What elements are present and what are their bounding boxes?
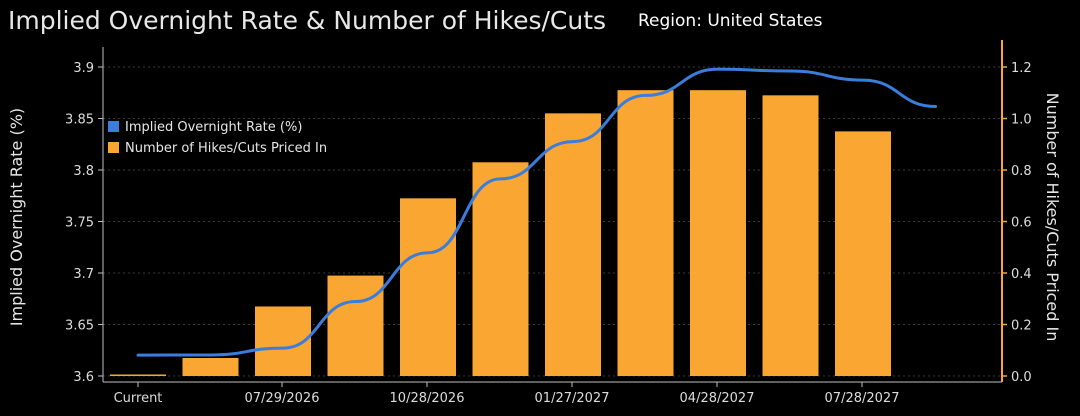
- y-right-tick-label: 0.6: [1011, 216, 1032, 231]
- series-line-implied-rate: [136, 67, 937, 357]
- legend-label-line: Implied Overnight Rate (%): [125, 120, 302, 135]
- legend-label-bar: Number of Hikes/Cuts Priced In: [125, 141, 327, 156]
- y-right-tick-label: 0.4: [1011, 267, 1032, 282]
- y-left-tick-label: 3.8: [73, 164, 94, 179]
- y-left-tick-label: 3.65: [65, 319, 94, 334]
- y-right-tick-label: 1.0: [1011, 113, 1032, 128]
- bar: [110, 374, 166, 376]
- x-tick-label: 07/29/2026: [245, 391, 320, 406]
- legend: Implied Overnight Rate (%) Number of Hik…: [108, 120, 327, 156]
- y-left-tick-label: 3.9: [73, 61, 94, 76]
- legend-swatch-bar: [108, 142, 119, 153]
- x-tick-label: 04/28/2027: [680, 391, 755, 406]
- bar: [545, 113, 601, 376]
- y-left-tick-label: 3.85: [65, 113, 94, 128]
- x-tick-label: Current: [114, 391, 163, 406]
- x-tick-label: 01/27/2027: [535, 391, 610, 406]
- region-label: Region: United States: [638, 11, 823, 31]
- y-right-tick-label: 1.2: [1011, 61, 1032, 76]
- bar: [690, 90, 746, 377]
- x-tick-label: 07/28/2027: [825, 391, 900, 406]
- y-left-tick-label: 3.7: [73, 267, 94, 282]
- legend-swatch-line: [108, 121, 119, 132]
- line-layer: [136, 67, 937, 357]
- bar: [472, 162, 529, 376]
- y-right-tick-label: 0.8: [1011, 164, 1032, 179]
- bar: [835, 131, 891, 376]
- y-right-tick-label: 0.2: [1011, 319, 1032, 334]
- y-left-tick-label: 3.6: [73, 370, 94, 385]
- bar: [762, 95, 819, 376]
- bar: [327, 275, 384, 376]
- bar: [182, 357, 239, 376]
- bar: [617, 90, 674, 377]
- bar: [400, 198, 456, 376]
- y-axis-right-label: Number of Hikes/Cuts Priced In: [1043, 93, 1062, 342]
- axes-layer: 3.6 3.65 3.7 3.75 3.8 3.85 3.9 0.0 0.2 0.4 0.6 0.8 1…: [65, 40, 1032, 406]
- y-axis-left-label: Implied Overnight Rate (%): [7, 108, 26, 326]
- y-right-tick-label: 0.0: [1011, 370, 1032, 385]
- x-tick-label: 10/28/2026: [390, 391, 465, 406]
- chart-title: Implied Overnight Rate & Number of Hikes…: [8, 6, 606, 35]
- y-left-tick-label: 3.75: [65, 216, 94, 231]
- bars-layer: [110, 90, 891, 377]
